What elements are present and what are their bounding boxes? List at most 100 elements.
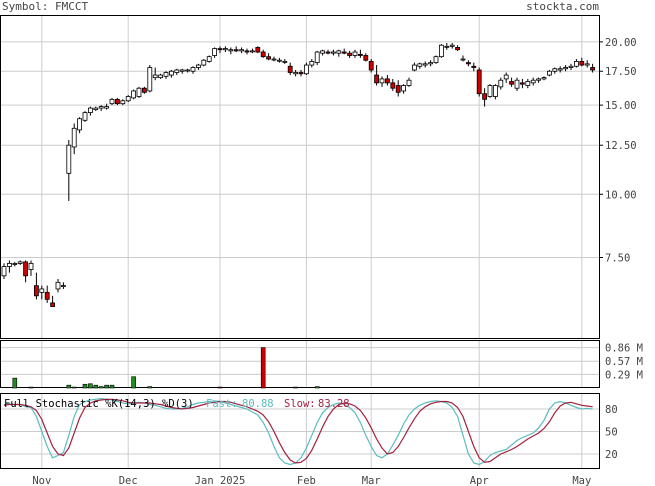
candle-up (39, 288, 45, 293)
candle-down (255, 47, 261, 53)
candle-up (77, 118, 82, 131)
volume-bar (314, 386, 320, 389)
candle-up (17, 261, 23, 264)
candle-up (320, 50, 326, 54)
candle-down (590, 67, 595, 71)
candle-up (293, 72, 299, 75)
candle-up (98, 106, 104, 109)
candle-up (190, 67, 196, 72)
candle-up (444, 45, 450, 48)
candle-up (88, 107, 93, 113)
candle-down (298, 72, 304, 75)
candle-down (325, 51, 331, 54)
candle-up (158, 74, 164, 79)
volume-bar (28, 386, 34, 389)
candle-up (7, 263, 12, 267)
candle-down (217, 48, 223, 51)
candle-up (152, 74, 158, 79)
candle-down (266, 56, 272, 60)
candle-down (260, 51, 266, 58)
volume-bar (131, 376, 136, 389)
candle-down (341, 51, 347, 54)
x-axis-label: Jan 2025 (195, 475, 246, 486)
price-panel-frame (0, 15, 600, 339)
candle-down (287, 65, 293, 73)
candle-down (509, 81, 515, 85)
candle-up (12, 263, 18, 265)
candle-up (514, 79, 520, 89)
price-tick-label: 20.00 (605, 37, 637, 49)
stochastic-tick-label: 20 (605, 449, 618, 461)
candle-down (141, 87, 147, 93)
x-axis-label: Feb (297, 475, 316, 486)
volume-bar (88, 383, 93, 389)
candle-down (244, 50, 250, 53)
candle-up (487, 85, 493, 97)
candle-down (579, 61, 585, 66)
candle-up (422, 63, 428, 66)
stochastic-tick-label: 50 (605, 427, 618, 439)
stochastic-tick-label: 80 (605, 404, 618, 416)
candle-up (271, 58, 277, 61)
candle-up (212, 48, 218, 56)
candle-down (363, 55, 369, 61)
candle-down (50, 302, 55, 307)
candle-up (131, 90, 137, 99)
candle-up (28, 263, 34, 270)
candle-up (93, 107, 99, 110)
price-tick-label: 12.50 (605, 140, 637, 152)
candle-up (309, 61, 315, 66)
volume-bar (93, 384, 99, 389)
candle-up (168, 70, 174, 76)
candle-up (61, 285, 66, 287)
stochastic-slow-label: Slow: (284, 398, 316, 410)
candle-up (563, 67, 568, 70)
candle-down (357, 53, 363, 56)
candle-up (401, 85, 407, 92)
x-axis-label: Mar (362, 475, 381, 486)
candle-up (547, 70, 552, 76)
candle-up (125, 96, 131, 102)
x-axis-label: Nov (32, 475, 51, 486)
price-tick-label: 10.00 (605, 189, 637, 201)
candle-up (460, 58, 466, 61)
volume-bar (217, 386, 223, 389)
candle-up (82, 112, 88, 121)
x-axis-label: Dec (119, 475, 138, 486)
candle-up (530, 79, 536, 84)
candle-up (525, 81, 531, 86)
candle-down (465, 62, 471, 65)
candle-down (23, 261, 29, 277)
symbol-label: Symbol: FMCCT (2, 0, 89, 13)
candle-up (417, 63, 423, 67)
volume-bar (66, 384, 72, 389)
volume-bar (104, 384, 109, 389)
candle-up (282, 61, 288, 63)
candle-up (492, 85, 498, 97)
candle-down (471, 65, 477, 68)
stochastic-fast-value: 80.88 (242, 398, 274, 410)
candle-up (179, 69, 185, 72)
candle-up (557, 68, 563, 71)
candle-up (352, 51, 358, 56)
candle-up (438, 44, 444, 58)
candle-up (411, 64, 417, 71)
candle-down (476, 69, 482, 95)
candle-up (71, 127, 77, 148)
candle-up (406, 79, 412, 86)
x-axis-label: Apr (470, 475, 489, 486)
candle-up (314, 51, 320, 64)
candle-up (330, 51, 336, 54)
candle-up (552, 68, 558, 72)
price-tick-label: 17.50 (605, 66, 637, 78)
candle-down (34, 285, 39, 297)
stochastic-slow-value: 83.28 (318, 398, 350, 410)
candle-up (1, 266, 7, 277)
x-axis-label: May (572, 475, 591, 486)
volume-bar (82, 383, 88, 389)
candle-down (384, 78, 390, 84)
candle-down (395, 85, 401, 93)
candle-up (120, 100, 126, 105)
candle-up (228, 49, 234, 52)
